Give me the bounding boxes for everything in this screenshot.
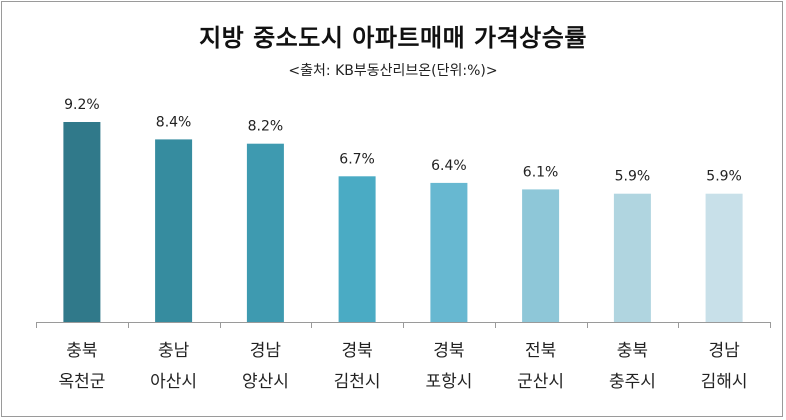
x-tick-label-2-1: 충남 (158, 341, 190, 361)
data-labels-group: 9.2% 8.4% 8.2% 6.7% 6.4% 6.1% 5.9% 5.9% (64, 97, 742, 185)
x-tick-label-7-2: 충주시 (609, 372, 656, 392)
x-tick-label-8-2: 김해시 (701, 372, 748, 392)
x-tick-label-2-2: 아산시 (150, 372, 197, 392)
data-label-3: 8.2% (248, 119, 284, 135)
bar-2 (155, 139, 193, 322)
x-tick-label-3-1: 경남 (250, 341, 282, 361)
bar-5 (430, 182, 468, 322)
bar-7 (613, 193, 651, 322)
x-tick-label-6-1: 전북 (525, 341, 556, 361)
data-label-7: 5.9% (615, 169, 651, 185)
bar-3 (246, 143, 284, 322)
x-axis (36, 322, 771, 328)
bar-8 (705, 193, 743, 322)
data-label-6: 6.1% (523, 164, 559, 180)
x-tick-label-7-1: 충북 (617, 341, 648, 361)
data-label-5: 6.4% (431, 158, 467, 174)
x-tick-label-5-2: 포항시 (425, 372, 472, 392)
x-tick-label-4-1: 경북 (341, 341, 372, 361)
data-label-4: 6.7% (339, 151, 375, 167)
x-tick-label-1-2: 옥천군 (58, 372, 105, 392)
chart-title: 지방 중소도시 아파트매매 가격상승률 (199, 24, 587, 52)
x-tick-label-5-1: 경북 (433, 341, 464, 361)
chart-subtitle: <출처: KB부동산리브온(단위:%)> (288, 63, 498, 79)
x-tick-label-1-1: 충북 (66, 341, 97, 361)
x-tick-label-8-1: 경남 (708, 341, 740, 361)
bar-1 (63, 122, 101, 322)
data-label-1: 9.2% (64, 97, 100, 113)
bars-group (63, 122, 743, 322)
bar-6 (522, 189, 560, 322)
x-tick-label-6-2: 군산시 (517, 372, 564, 392)
data-label-2: 8.4% (156, 114, 192, 130)
x-tick-label-4-2: 김천시 (334, 372, 381, 392)
x-tick-label-3-2: 양산시 (242, 372, 289, 392)
data-label-8: 5.9% (706, 169, 742, 185)
bar-4 (338, 176, 376, 322)
